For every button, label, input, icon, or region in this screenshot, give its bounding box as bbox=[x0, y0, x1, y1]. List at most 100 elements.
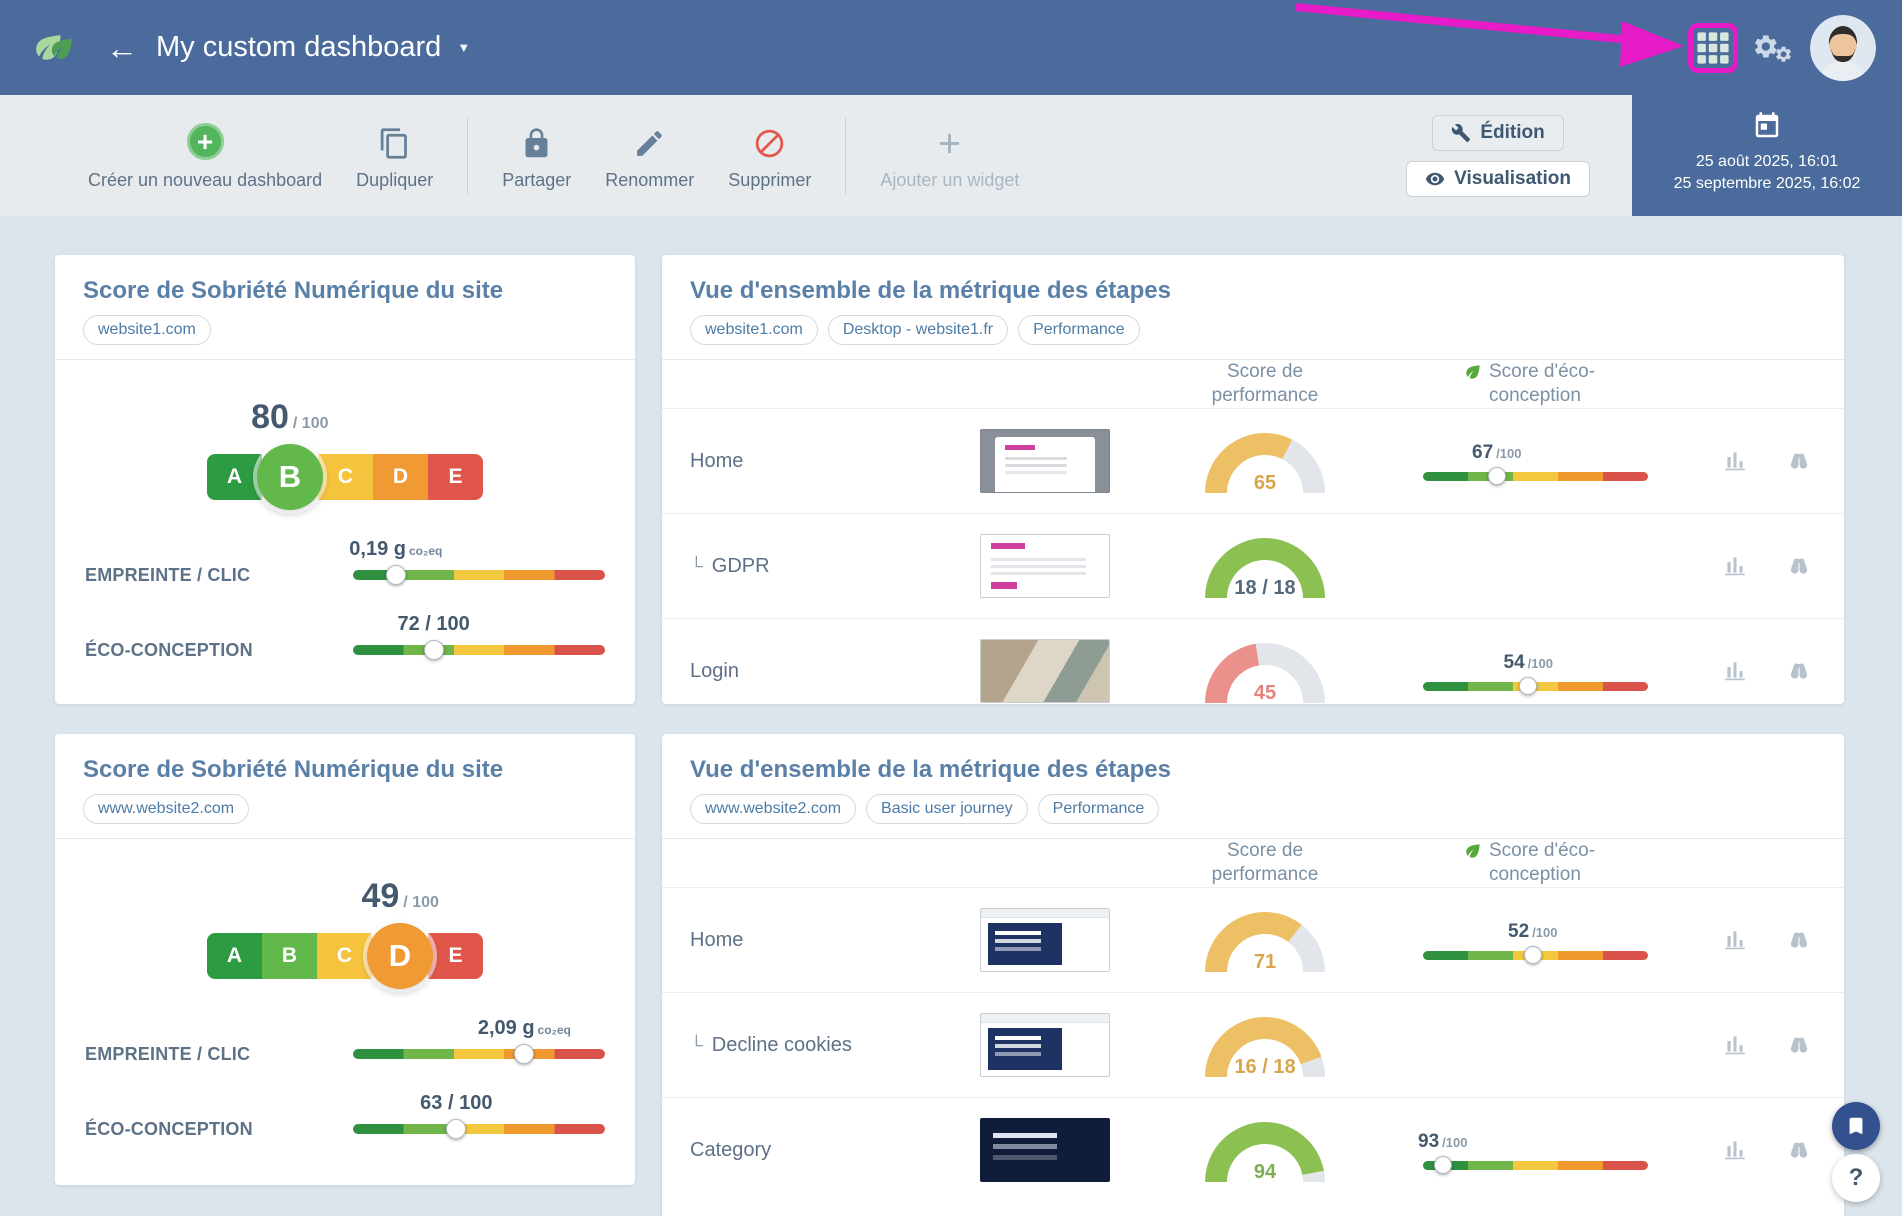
share-button[interactable]: Partager bbox=[502, 120, 571, 191]
footprint-bar: 2,09 g co₂eq bbox=[353, 1017, 605, 1064]
visualisation-label: Visualisation bbox=[1454, 167, 1571, 189]
step-row-gdpr: └ GDPR 18 / 18 bbox=[662, 513, 1844, 618]
card-title: Score de Sobriété Numérique du site bbox=[83, 756, 504, 783]
chevron-down-icon: ▼ bbox=[457, 40, 471, 55]
card-title: Vue d'ensemble de la métrique des étapes bbox=[690, 277, 1171, 304]
binoculars-icon[interactable] bbox=[1786, 926, 1812, 955]
grade-step-a: A bbox=[207, 933, 262, 979]
wrench-icon bbox=[1452, 123, 1471, 142]
grade-step-a: A bbox=[207, 454, 262, 500]
site-score: 80/ 100 bbox=[251, 398, 328, 437]
dashboard-title-dropdown[interactable]: My custom dashboard ▼ bbox=[156, 31, 470, 64]
footprint-bar: 0,19 g co₂eq bbox=[349, 538, 605, 585]
footprint-marker bbox=[385, 565, 406, 585]
rename-label: Renommer bbox=[605, 170, 695, 190]
plus-circle-icon: + bbox=[186, 123, 224, 160]
binoculars-icon[interactable] bbox=[1786, 1031, 1812, 1060]
ban-icon bbox=[756, 129, 784, 158]
card-title: Vue d'ensemble de la métrique des étapes bbox=[690, 756, 1171, 783]
visualisation-button[interactable]: Visualisation bbox=[1406, 160, 1590, 197]
performance-value: 94 bbox=[1253, 1161, 1277, 1183]
help-button[interactable]: ? bbox=[1832, 1154, 1880, 1202]
eco-marker bbox=[1487, 467, 1506, 485]
performance-gauge: 16 / 18 bbox=[1205, 1017, 1325, 1078]
binoculars-icon[interactable] bbox=[1786, 552, 1812, 581]
eco-max: /100 bbox=[1532, 924, 1558, 940]
grade-step-e: E bbox=[428, 454, 483, 500]
duplicate-button[interactable]: Dupliquer bbox=[356, 120, 433, 191]
ecodesign-column-header: Score d'éco-conception bbox=[1489, 840, 1596, 885]
app-logo-leaf-icon bbox=[30, 26, 82, 69]
back-arrow-button[interactable]: ← bbox=[106, 29, 138, 66]
chart-icon[interactable] bbox=[1722, 552, 1748, 581]
score-value: 80 bbox=[251, 398, 289, 436]
help-label: ? bbox=[1848, 1164, 1864, 1191]
page-thumbnail bbox=[980, 429, 1110, 493]
chart-icon[interactable] bbox=[1722, 1136, 1748, 1165]
dashboard-toolbar: + Créer un nouveau dashboard Dupliquer P… bbox=[0, 95, 1902, 216]
eye-icon bbox=[1425, 172, 1445, 185]
score-max: / 100 bbox=[292, 415, 329, 432]
performance-value: 16 / 18 bbox=[1234, 1056, 1296, 1078]
journey-tag: Basic user journey bbox=[866, 794, 1028, 824]
ecodesign-bar: 63 / 100 bbox=[353, 1092, 605, 1139]
toolbar-divider bbox=[467, 117, 469, 194]
performance-value: 71 bbox=[1253, 951, 1277, 973]
rename-button[interactable]: Renommer bbox=[605, 120, 694, 191]
ecodesign-bar: 72 / 100 bbox=[353, 613, 605, 660]
ecodesign-value: 72 / 100 bbox=[397, 613, 470, 635]
footprint-marker bbox=[514, 1044, 535, 1064]
eco-marker bbox=[1523, 946, 1542, 964]
performance-value: 65 bbox=[1253, 472, 1277, 494]
page-thumbnail bbox=[980, 908, 1110, 972]
widgets-grid: Score de Sobriété Numérique du site webs… bbox=[0, 216, 1902, 1216]
step-row-category: Category 94 93/100 bbox=[662, 1097, 1844, 1202]
site-tag: www.website2.com bbox=[690, 794, 857, 824]
user-avatar[interactable] bbox=[1810, 14, 1876, 81]
footprint-label: EMPREINTE / CLIC bbox=[85, 564, 251, 585]
delete-button[interactable]: Supprimer bbox=[728, 120, 811, 191]
chart-icon[interactable] bbox=[1722, 657, 1748, 686]
eco-score: 67/100 bbox=[1422, 441, 1648, 485]
edition-button[interactable]: Édition bbox=[1432, 114, 1564, 151]
grade-step-b: B bbox=[262, 933, 317, 979]
ecodesign-label: ÉCO-CONCEPTION bbox=[85, 1118, 253, 1139]
ecodesign-column-header: Score d'éco-conception bbox=[1489, 361, 1596, 406]
calendar-icon bbox=[1755, 112, 1779, 138]
eco-value: 67 bbox=[1472, 441, 1494, 463]
page-thumbnail bbox=[980, 534, 1110, 598]
chart-icon[interactable] bbox=[1722, 926, 1748, 955]
binoculars-icon[interactable] bbox=[1786, 657, 1812, 686]
binoculars-icon[interactable] bbox=[1786, 447, 1812, 476]
eco-max: /100 bbox=[1527, 655, 1553, 671]
step-name: └ Decline cookies bbox=[690, 1033, 852, 1056]
steps-overview-card-2: Vue d'ensemble de la métrique des étapes… bbox=[662, 734, 1844, 1216]
bookmark-button[interactable] bbox=[1832, 1102, 1880, 1150]
chart-icon[interactable] bbox=[1722, 447, 1748, 476]
table-header: Score de performance Score d'éco-concept… bbox=[662, 839, 1844, 887]
card-title: Score de Sobriété Numérique du site bbox=[83, 277, 504, 304]
step-name: Home bbox=[690, 928, 744, 951]
performance-gauge: 65 bbox=[1205, 433, 1325, 494]
performance-value: 45 bbox=[1253, 682, 1277, 704]
create-dashboard-label: Créer un nouveau dashboard bbox=[88, 170, 323, 190]
toolbar-divider bbox=[845, 117, 847, 194]
chart-icon[interactable] bbox=[1722, 1031, 1748, 1060]
date-range-picker[interactable]: 25 août 2025, 16:01 25 septembre 2025, 1… bbox=[1632, 95, 1902, 216]
grid-view-icon[interactable] bbox=[1696, 31, 1730, 65]
binoculars-icon[interactable] bbox=[1786, 1136, 1812, 1165]
create-dashboard-button[interactable]: + Créer un nouveau dashboard bbox=[88, 120, 322, 191]
score-value: 49 bbox=[361, 877, 400, 915]
sobriety-score-card-2: Score de Sobriété Numérique du site www.… bbox=[55, 734, 635, 1185]
lock-icon bbox=[525, 128, 548, 158]
pencil-icon bbox=[637, 131, 663, 156]
step-row-decline-cookies: └ Decline cookies 16 / 18 bbox=[662, 992, 1844, 1097]
step-row-login: Login 45 54/100 bbox=[662, 618, 1844, 704]
add-widget-button[interactable]: Ajouter un widget bbox=[880, 120, 1019, 191]
step-name: Login bbox=[690, 659, 739, 682]
annotation-highlight-box bbox=[1688, 22, 1738, 73]
performance-value: 18 / 18 bbox=[1234, 577, 1296, 599]
grade-step-c: C bbox=[318, 454, 373, 500]
plus-icon bbox=[940, 133, 960, 154]
settings-gears-icon[interactable] bbox=[1752, 30, 1796, 66]
